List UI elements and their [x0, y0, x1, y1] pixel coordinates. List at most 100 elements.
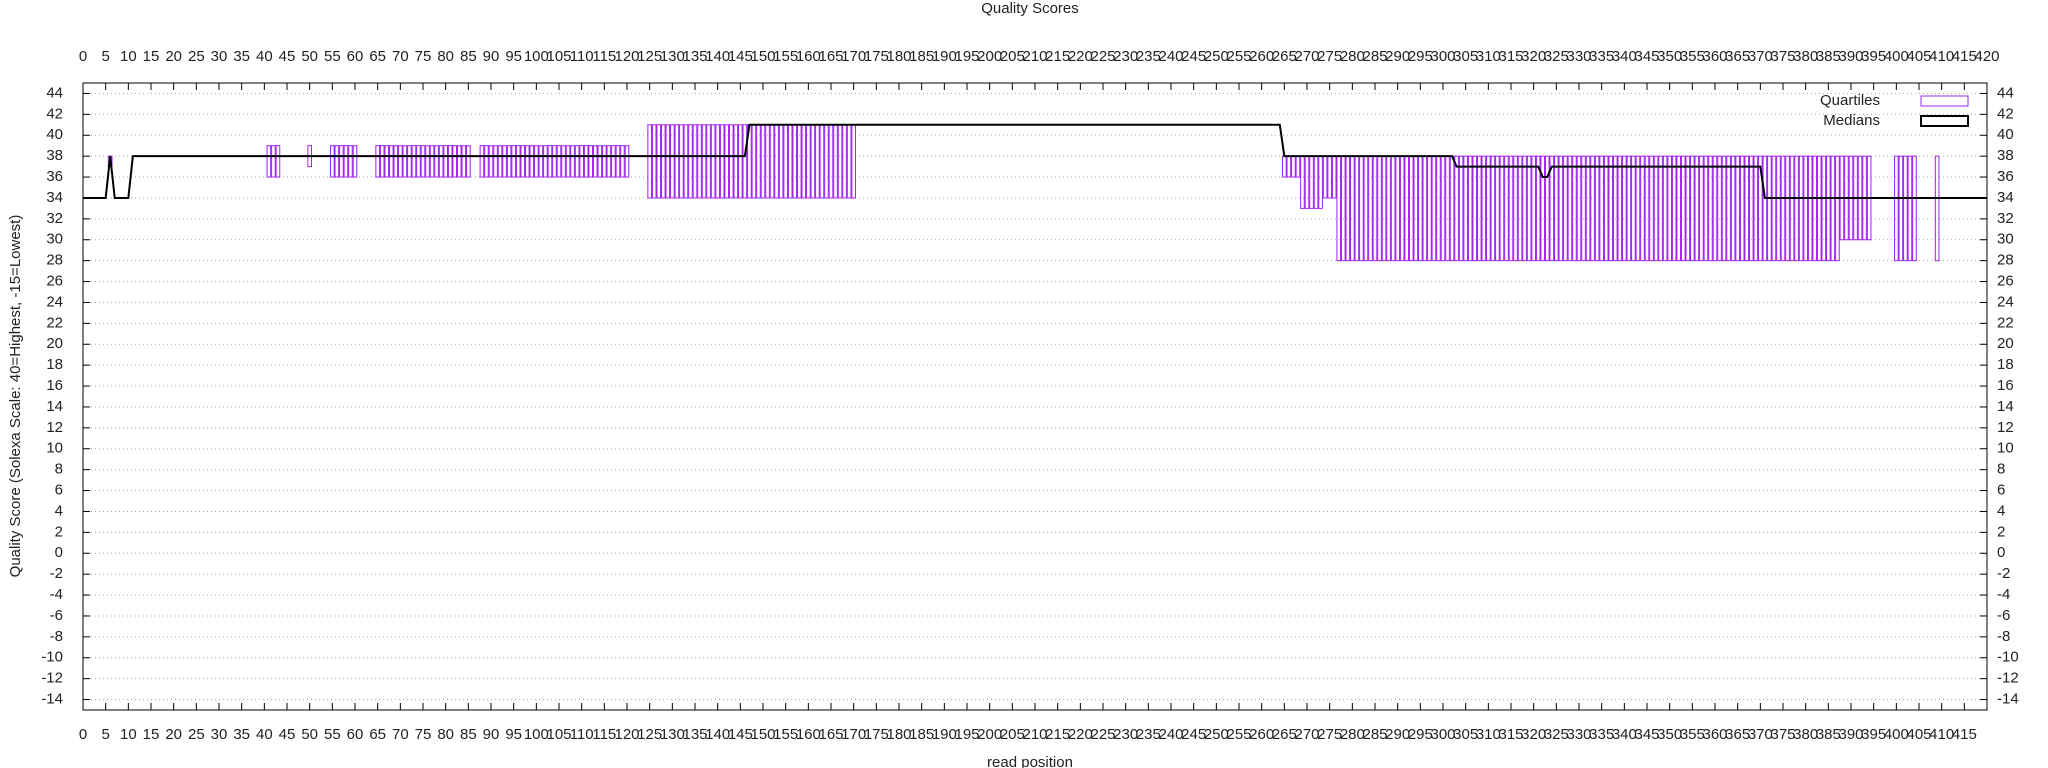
quartile-box	[1404, 155, 1410, 262]
x-tick-label: 20	[165, 726, 182, 743]
quartile-box	[271, 145, 276, 178]
y2-tick-label: 16	[1997, 377, 2014, 394]
x2-tick-label: 305	[1453, 48, 1478, 65]
quartile-box	[1572, 155, 1577, 262]
quartile-box	[375, 145, 380, 178]
x2-tick-label: 310	[1476, 48, 1501, 65]
y2-tick-label: 36	[1997, 168, 2014, 185]
x-tick-label: 385	[1816, 726, 1841, 743]
quartile-box	[1377, 155, 1382, 262]
quartile-box	[1617, 155, 1623, 262]
quartile-box	[1699, 155, 1704, 262]
quartile-box	[1612, 155, 1618, 262]
x2-tick-label: 45	[279, 48, 296, 65]
x2-tick-label: 270	[1294, 48, 1319, 65]
y2-tick-label: 14	[1997, 398, 2014, 415]
quartile-box	[334, 145, 340, 178]
x-tick-label: 235	[1136, 726, 1161, 743]
y-tick-label: 26	[46, 273, 63, 290]
x2-tick-label: 330	[1566, 48, 1591, 65]
quartile-box	[592, 145, 598, 178]
x2-tick-label: 10	[120, 48, 137, 65]
legend-swatch	[1920, 95, 1969, 107]
x2-tick-label: 225	[1090, 48, 1115, 65]
quartile-box	[1830, 155, 1836, 262]
quartile-box	[1486, 155, 1491, 262]
x-tick-label: 95	[505, 726, 522, 743]
x2-tick-label: 405	[1906, 48, 1931, 65]
quartile-box	[1340, 155, 1346, 262]
x2-tick-label: 150	[750, 48, 775, 65]
quartile-box	[479, 145, 485, 178]
y-tick-label: -6	[50, 607, 63, 624]
quartile-box	[738, 124, 743, 199]
quartile-box	[1327, 155, 1332, 199]
x-tick-label: 45	[279, 726, 296, 743]
y-tick-label: -10	[41, 649, 63, 666]
y-tick-label: 4	[55, 502, 63, 519]
x-tick-label: 315	[1498, 726, 1523, 743]
x-tick-label: 65	[369, 726, 386, 743]
y2-tick-label: 4	[1997, 502, 2005, 519]
x-tick-label: 25	[188, 726, 205, 743]
quartile-box	[461, 145, 467, 178]
quartile-box	[447, 145, 453, 178]
quartile-box	[1748, 155, 1754, 262]
quartile-box	[769, 124, 775, 199]
y2-tick-label: -12	[1997, 670, 2019, 687]
y2-tick-label: 34	[1997, 189, 2014, 206]
x2-tick-label: 285	[1362, 48, 1387, 65]
x-tick-label: 170	[841, 726, 866, 743]
y2-tick-label: -14	[1997, 691, 2019, 708]
x2-tick-label: 55	[324, 48, 341, 65]
quartile-box	[1771, 155, 1777, 262]
x-tick-label: 260	[1249, 726, 1274, 743]
x2-tick-label: 35	[233, 48, 250, 65]
x2-tick-label: 250	[1204, 48, 1229, 65]
quartile-box	[1794, 155, 1799, 262]
quartile-box	[1431, 155, 1437, 262]
quartile-box	[1499, 155, 1505, 262]
y2-tick-label: 8	[1997, 461, 2005, 478]
quartile-box	[393, 145, 399, 178]
quartile-box	[339, 145, 344, 178]
x-tick-label: 190	[932, 726, 957, 743]
x-tick-label: 85	[460, 726, 477, 743]
quartile-box	[647, 124, 652, 199]
quartile-box	[520, 145, 526, 178]
quartile-box	[1735, 155, 1740, 262]
quartile-box	[656, 124, 662, 199]
quartile-box	[1563, 155, 1568, 262]
quartile-box	[1567, 155, 1573, 262]
quartile-box	[1594, 155, 1600, 262]
x2-tick-label: 375	[1770, 48, 1795, 65]
quartile-box	[1395, 155, 1400, 262]
quartile-box	[824, 124, 829, 199]
y-tick-label: 22	[46, 314, 63, 331]
quartile-box	[1631, 155, 1636, 262]
quartile-box	[1744, 155, 1750, 262]
x-tick-label: 275	[1317, 726, 1342, 743]
x2-tick-label: 245	[1181, 48, 1206, 65]
quartile-box	[1490, 155, 1496, 262]
quartile-box	[806, 124, 811, 199]
quartile-box	[1835, 155, 1840, 262]
x-tick-label: 150	[750, 726, 775, 743]
quartile-box	[1336, 155, 1342, 262]
x-tick-label: 415	[1952, 726, 1977, 743]
y-tick-label: 6	[55, 482, 63, 499]
y2-tick-label: -8	[1997, 628, 2010, 645]
x-tick-label: 80	[437, 726, 454, 743]
y-tick-label: -12	[41, 670, 63, 687]
x-tick-label: 35	[233, 726, 250, 743]
y-tick-label: 24	[46, 293, 63, 310]
quartile-box	[1309, 155, 1314, 209]
x-tick-label: 215	[1045, 726, 1070, 743]
quartile-box	[778, 124, 784, 199]
x-tick-label: 75	[415, 726, 432, 743]
x2-tick-label: 25	[188, 48, 205, 65]
x2-tick-label: 110	[570, 48, 594, 65]
y2-tick-label: 0	[1997, 544, 2005, 561]
x-tick-label: 145	[728, 726, 753, 743]
y2-tick-label: 2	[1997, 523, 2005, 540]
